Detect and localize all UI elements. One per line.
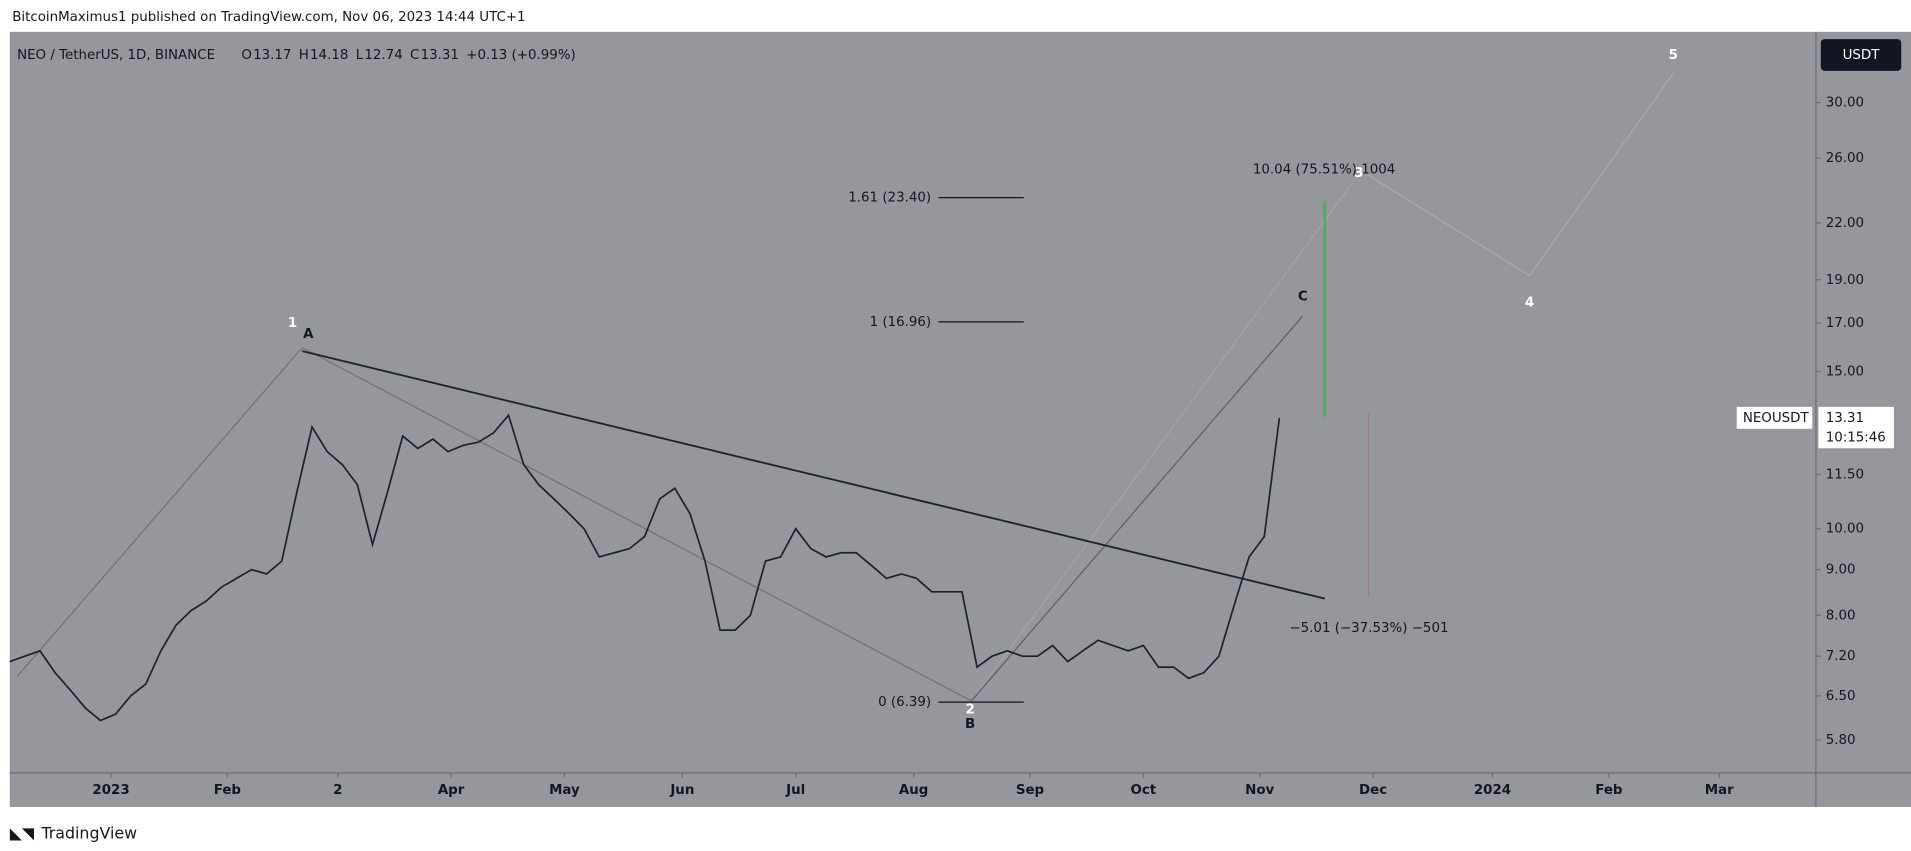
- symbol-tag: NEOUSDT: [1743, 411, 1810, 426]
- y-tick-label: 8.00: [1826, 608, 1856, 623]
- y-tick-label: 17.00: [1826, 316, 1864, 331]
- price-tag-bg: [1818, 406, 1894, 449]
- wave-line: [1529, 72, 1674, 276]
- publisher: BitcoinMaximus1 published on TradingView…: [12, 10, 525, 25]
- legend-item: 13.17: [253, 48, 291, 63]
- x-tick-label: May: [549, 783, 580, 798]
- currency-button[interactable]: [1820, 39, 1902, 71]
- x-tick-label: Mar: [1705, 783, 1734, 798]
- x-tick-label: Feb: [1595, 783, 1622, 798]
- wave-label: 4: [1525, 295, 1534, 310]
- legend-item: 13.31: [421, 48, 459, 63]
- currency[interactable]: USDT: [1843, 48, 1881, 63]
- countdown: 10:15:46: [1826, 430, 1886, 445]
- y-tick-label: 26.00: [1826, 151, 1864, 166]
- legend-item: +0.13 (+0.99%): [466, 48, 576, 63]
- wave-label: B: [965, 717, 975, 732]
- x-tick-label: Jun: [669, 783, 694, 798]
- y-tick-label: 7.20: [1826, 649, 1856, 664]
- wave-label: A: [303, 327, 314, 342]
- measure-label: −5.01 (−37.53%) −501: [1289, 621, 1448, 636]
- x-tick-label: Nov: [1245, 783, 1274, 798]
- y-tick-label: 11.50: [1826, 468, 1864, 483]
- fib-label: 1.61 (23.40): [848, 191, 931, 206]
- legend-item: C: [410, 48, 419, 63]
- measure-label: 10.04 (75.51%) 1004: [1253, 163, 1395, 178]
- x-tick-label: Apr: [438, 783, 465, 798]
- legend-symbol: NEO / TetherUS, 1D, BINANCE: [17, 48, 215, 63]
- x-tick-label: Oct: [1130, 783, 1156, 798]
- legend-item: H: [299, 48, 309, 63]
- x-tick-label: Sep: [1016, 783, 1044, 798]
- last-price: 13.31: [1826, 411, 1864, 426]
- wave-label: 5: [1669, 48, 1678, 63]
- x-tick-label: Aug: [899, 783, 928, 798]
- y-tick-label: 10.00: [1826, 522, 1864, 537]
- chart-bg: [9, 31, 1911, 807]
- legend-item: O: [241, 48, 252, 63]
- wave-line: [970, 170, 1362, 702]
- trend-line: [302, 350, 1325, 600]
- legend-item: 14.18: [310, 48, 348, 63]
- wave-label: 2: [965, 702, 974, 717]
- wave-line: [1361, 170, 1530, 277]
- legend-item: 12.74: [364, 48, 402, 63]
- y-tick-label: 22.00: [1826, 216, 1864, 231]
- footer-brand: TradingView: [40, 823, 137, 842]
- y-tick-label: 15.00: [1826, 364, 1864, 379]
- legend-item: L: [356, 48, 364, 63]
- y-tick-label: 30.00: [1826, 96, 1864, 111]
- x-tick-label: Jul: [785, 783, 805, 798]
- x-tick-label: 2: [333, 783, 342, 798]
- y-tick-label: 5.80: [1826, 733, 1856, 748]
- y-tick-label: 19.00: [1826, 273, 1864, 288]
- y-tick-label: 6.50: [1826, 689, 1856, 704]
- price-line: [9, 413, 1281, 722]
- fib-label: 1 (16.96): [870, 315, 932, 330]
- abc-line: [970, 315, 1304, 702]
- wave-line: [16, 347, 303, 677]
- x-tick-label: Dec: [1359, 783, 1387, 798]
- wave-label: 3: [1354, 166, 1363, 181]
- x-tick-label: 2023: [92, 783, 129, 798]
- wave-label: C: [1298, 289, 1308, 304]
- footer-logo: ◣◥: [10, 823, 35, 842]
- x-tick-label: Feb: [214, 783, 241, 798]
- fib-label: 0 (6.39): [878, 695, 931, 710]
- symbol-tag-bg: [1736, 406, 1813, 429]
- x-tick-label: 2024: [1474, 783, 1511, 798]
- wave-line: [301, 346, 972, 702]
- wave-label: 1: [288, 316, 297, 331]
- y-tick-label: 9.00: [1826, 563, 1856, 578]
